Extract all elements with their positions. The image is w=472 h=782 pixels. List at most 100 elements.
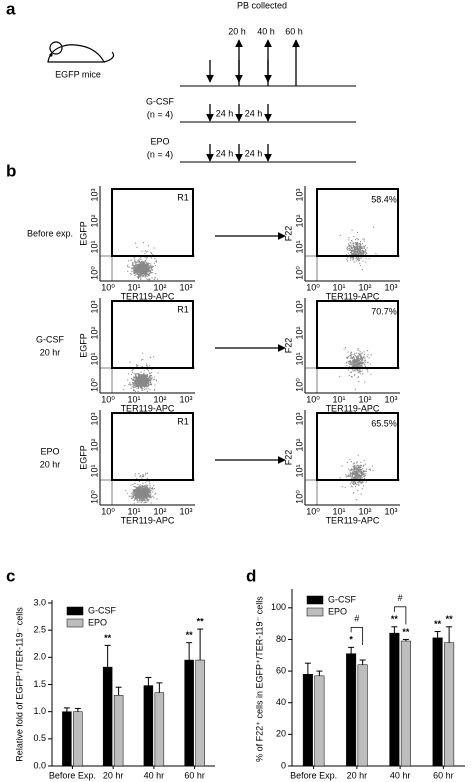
y-tick-label: 10⁰ bbox=[294, 266, 304, 280]
event-dot bbox=[142, 375, 144, 378]
event-dot bbox=[358, 258, 360, 260]
event-dot bbox=[346, 248, 348, 251]
event-dot bbox=[150, 493, 152, 495]
event-dot bbox=[140, 491, 142, 493]
event-dot bbox=[146, 477, 148, 479]
event-dot bbox=[357, 243, 359, 245]
bar bbox=[444, 642, 455, 767]
panel-label: c bbox=[6, 566, 15, 585]
event-dot bbox=[351, 480, 353, 482]
event-dot bbox=[131, 270, 133, 272]
event-dot bbox=[134, 493, 136, 495]
event-dot bbox=[143, 263, 145, 265]
event-dot bbox=[358, 468, 361, 470]
event-dot bbox=[138, 499, 140, 501]
event-dot bbox=[140, 265, 142, 267]
event-dot bbox=[141, 261, 143, 264]
event-dot bbox=[354, 473, 356, 475]
event-dot bbox=[362, 250, 364, 253]
bar bbox=[102, 666, 113, 767]
event-dot bbox=[360, 465, 363, 467]
event-dot bbox=[133, 381, 135, 384]
event-dot bbox=[351, 354, 353, 356]
bar bbox=[432, 637, 443, 767]
event-dot bbox=[143, 502, 145, 504]
event-dot bbox=[355, 477, 357, 479]
event-dot bbox=[357, 250, 359, 252]
event-dot bbox=[144, 383, 146, 385]
event-dot bbox=[133, 386, 135, 388]
event-dot bbox=[140, 259, 142, 261]
event-dot bbox=[147, 494, 149, 497]
event-dot bbox=[145, 495, 147, 497]
event-dot bbox=[351, 486, 353, 488]
event-dot bbox=[356, 499, 358, 501]
event-dot bbox=[358, 469, 360, 472]
event-dot bbox=[141, 486, 143, 488]
event-dot bbox=[147, 262, 150, 264]
event-dot bbox=[142, 262, 144, 264]
y-tick-label: 1.5 bbox=[33, 679, 46, 689]
event-dot bbox=[346, 258, 348, 260]
event-dot bbox=[137, 277, 139, 280]
significance: ** bbox=[197, 616, 205, 626]
event-dot bbox=[144, 485, 146, 487]
event-dot bbox=[348, 244, 351, 246]
event-dot bbox=[361, 252, 363, 255]
panel-label: b bbox=[6, 161, 16, 180]
event-dot bbox=[136, 385, 139, 387]
event-dot bbox=[361, 355, 363, 357]
event-dot bbox=[364, 245, 367, 247]
event-dot bbox=[130, 259, 132, 261]
event-dot bbox=[364, 364, 366, 366]
event-dot bbox=[142, 271, 144, 274]
event-dot bbox=[347, 243, 350, 245]
event-dot bbox=[149, 496, 151, 498]
event-dot bbox=[360, 250, 362, 252]
event-dot bbox=[145, 271, 148, 274]
event-dot bbox=[359, 361, 361, 363]
event-dot bbox=[135, 377, 137, 379]
event-dot bbox=[351, 475, 353, 478]
event-dot bbox=[134, 473, 137, 475]
event-dot bbox=[130, 492, 133, 494]
y-axis-label: EGFP bbox=[78, 333, 88, 358]
event-dot bbox=[151, 269, 154, 271]
event-dot bbox=[358, 252, 360, 254]
event-dot bbox=[132, 383, 134, 385]
event-dot bbox=[347, 369, 349, 371]
row-label: G-CSF bbox=[36, 334, 65, 344]
event-dot bbox=[144, 261, 146, 263]
event-dot bbox=[363, 363, 365, 365]
event-dot bbox=[143, 274, 145, 277]
event-dot bbox=[134, 267, 136, 269]
event-dot bbox=[144, 252, 146, 255]
y-tick-label: 0 bbox=[281, 760, 286, 770]
event-dot bbox=[142, 492, 145, 495]
event-dot bbox=[146, 369, 149, 371]
y-tick-label: 10³ bbox=[89, 412, 99, 425]
event-dot bbox=[356, 369, 359, 371]
event-dot bbox=[135, 274, 137, 276]
event-dot bbox=[351, 356, 353, 359]
event-dot bbox=[142, 241, 145, 244]
event-dot bbox=[351, 247, 353, 249]
event-dot bbox=[375, 252, 377, 255]
event-dot bbox=[353, 462, 356, 464]
event-dot bbox=[137, 269, 139, 271]
y-tick-label: 10⁰ bbox=[89, 490, 99, 504]
y-tick-label: 2.0 bbox=[33, 652, 46, 662]
x-tick-label: 10¹ bbox=[332, 282, 345, 292]
y-axis-label: % of F22⁺ cells in EGFP⁺/TER-119⁻ cells bbox=[254, 596, 264, 762]
event-dot bbox=[364, 361, 367, 363]
event-dot bbox=[371, 465, 373, 467]
event-dot bbox=[353, 472, 355, 474]
event-dot bbox=[153, 262, 155, 264]
event-dot bbox=[144, 270, 146, 273]
event-dot bbox=[358, 259, 360, 261]
event-dot bbox=[145, 363, 148, 365]
event-dot bbox=[350, 468, 353, 470]
event-dot bbox=[139, 484, 141, 486]
event-dot bbox=[153, 497, 155, 499]
event-dot bbox=[350, 250, 353, 252]
